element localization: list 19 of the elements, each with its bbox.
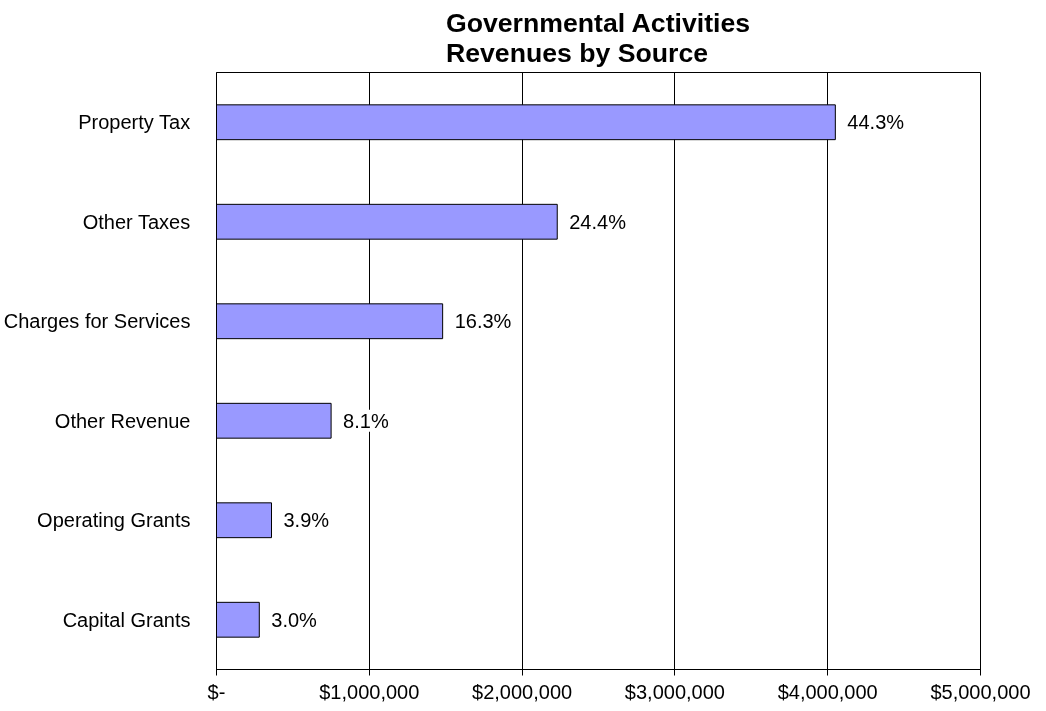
y-tick-label: Property Tax [78,111,191,134]
annotation: 24.4% [569,210,627,233]
annotation: 16.3% [454,310,512,333]
x-tick-label: $3,000,000 [624,680,725,703]
y-tick-label: Other Taxes [82,210,191,233]
x-tick-label: $4,000,000 [777,680,878,703]
y-tick-label: Other Revenue [54,409,191,432]
chart-title: Governmental Activities Revenues by Source [445,7,751,68]
annotation: 3.0% [271,608,318,631]
x-tick-label: $5,000,000 [930,680,1031,703]
y-tick-label: Capital Grants [62,608,191,631]
y-tick-label: Charges for Services [3,310,191,333]
annotation: 44.3% [847,111,905,134]
x-tick-label: $1,000,000 [319,680,420,703]
annotation: 8.1% [343,409,389,432]
y-tick-label: Operating Grants [37,509,191,532]
annotation: 3.9% [283,509,330,532]
x-tick-label: $2,000,000 [472,680,573,703]
x-tick-label: $- [207,680,226,703]
